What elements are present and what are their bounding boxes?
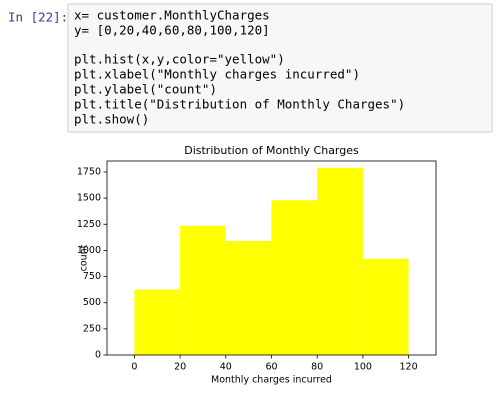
code-line: plt.ylabel("count") (74, 82, 217, 97)
y-tick-label: 1000 (77, 245, 101, 256)
y-tick-label: 500 (83, 297, 101, 308)
x-tick-label: 120 (400, 362, 418, 373)
bar (317, 167, 363, 355)
x-tick-label: 60 (265, 362, 277, 373)
y-tick-label: 1750 (77, 166, 101, 177)
y-tick-label: 1500 (77, 193, 101, 204)
x-tick-label: 20 (174, 362, 186, 373)
bar (225, 241, 272, 355)
code-line: y= [0,20,40,60,80,100,120] (74, 23, 270, 38)
x-axis-label: Monthly charges incurred (211, 375, 332, 386)
y-tick-label: 750 (83, 271, 101, 282)
bar (134, 289, 181, 355)
cell-prompt: In [22]: (8, 10, 68, 25)
code-line: plt.title("Distribution of Monthly Charg… (74, 97, 405, 112)
x-tick-label: 100 (354, 362, 372, 373)
code-line: plt.hist(x,y,color="yellow") (74, 52, 285, 67)
code-line: plt.show() (74, 112, 149, 127)
y-tick-label: 1250 (77, 219, 101, 230)
bar (180, 225, 226, 355)
bar (362, 258, 409, 355)
x-tick-label: 40 (220, 362, 232, 373)
code-line: plt.xlabel("Monthly charges incurred") (74, 67, 360, 82)
y-axis-label: count (79, 244, 90, 271)
chart: 0 250 500 750 1000 1250 1500 1750 0 20 40 60 80 100 12… (77, 144, 437, 386)
y-tick-label: 250 (83, 323, 101, 334)
chart-title: Distribution of Monthly Charges (184, 144, 359, 157)
y-tick-label: 0 (95, 350, 101, 361)
code-line: x= customer.MonthlyCharges (74, 8, 270, 23)
code-cell[interactable] (67, 3, 493, 133)
x-tick-label: 0 (131, 362, 137, 373)
bar (271, 200, 318, 355)
x-tick-label: 80 (311, 362, 323, 373)
